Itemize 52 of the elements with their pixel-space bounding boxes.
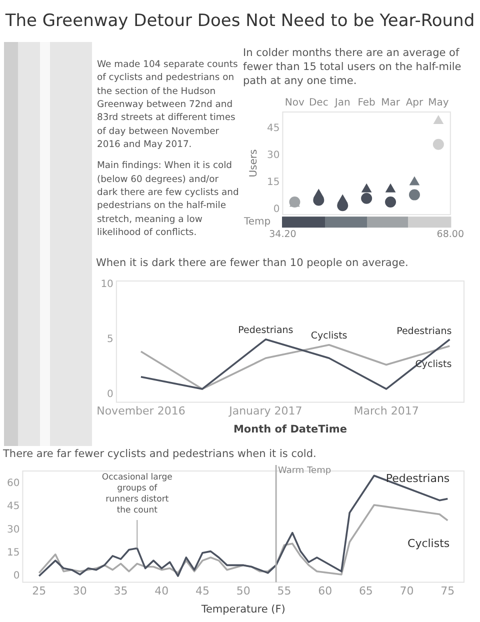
annotation: Cyclists — [310, 330, 348, 342]
x-tick-label: January 2017 — [228, 404, 302, 418]
y-tick-label: 15 — [266, 176, 280, 188]
x-tick-label: 60 — [318, 584, 332, 598]
text: We made 104 separate counts of cyclists and pedestrians on the section of the Hudson Greenway between 72nd and 83rd streets at different times of day between November 2016 and May 2017. — [97, 58, 239, 152]
series-label: Pedestrians — [396, 326, 452, 338]
x-tick-label: May — [428, 98, 449, 109]
annotation: Occasional large groups of runners distort the count — [102, 472, 172, 516]
x-axis-title: Month of DateTime — [233, 423, 347, 436]
series-label: Pedestrians — [386, 472, 450, 486]
color-bar-label: 68.00 — [436, 228, 464, 240]
series-label: Cyclists — [408, 536, 450, 550]
y-tick-label: 60 — [6, 478, 20, 489]
annotation: Pedestrians — [238, 325, 294, 336]
color-bar-label: 34.20 — [269, 228, 296, 240]
x-tick-label: 75 — [440, 584, 455, 598]
x-tick-label: Nov — [284, 98, 305, 109]
y-tick-label: 15 — [6, 547, 20, 558]
x-tick-label: 40 — [154, 584, 169, 598]
x-tick-label: Apr — [406, 98, 424, 109]
y-tick-label: 0 — [107, 389, 114, 400]
y-tick-label: 45 — [6, 501, 20, 512]
x-axis-title: Temperature (F) — [200, 603, 286, 616]
y-axis-title: Users — [248, 149, 260, 178]
chart-title: In colder months there are an average of fewer than 15 total users on the half-mile path at any one time. — [243, 46, 462, 90]
chart-title: When it is dark there are fewer than 10 people on average. — [96, 256, 410, 271]
x-tick-label: 65 — [358, 584, 373, 598]
x-tick-label: 55 — [277, 584, 292, 598]
ref-line-label: Warm Temp — [278, 466, 332, 476]
x-tick-label: Feb — [358, 98, 376, 109]
x-tick-label: 45 — [196, 584, 210, 598]
x-tick-label: Dec — [308, 98, 328, 109]
y-tick-label: 0 — [273, 204, 280, 215]
text: The Greenway Detour Does Not Need to be Year-Round — [4, 10, 476, 33]
x-tick-label: Jan — [334, 98, 350, 109]
y-tick-label: 30 — [266, 150, 280, 161]
chart-title: There are far fewer cyclists and pedestrians when it is cold. — [3, 447, 318, 462]
x-tick-label: 25 — [32, 584, 46, 598]
x-tick-label: 30 — [72, 584, 87, 598]
y-tick-label: 10 — [100, 278, 114, 290]
y-tick-label: 45 — [266, 122, 280, 134]
x-tick-label: Mar — [381, 98, 401, 109]
y-tick-label: 0 — [13, 570, 20, 582]
y-tick-label: 5 — [107, 334, 114, 345]
y-tick-label: 30 — [6, 524, 20, 536]
x-tick-label: 50 — [236, 584, 250, 598]
x-tick-label: 70 — [400, 584, 414, 598]
text: Main findings: When it is cold (below 60 degrees) and/or dark there are few cyclists and pedestrians on the half-mile stretch, meaning a low likelihood of conflicts. — [97, 159, 239, 240]
x-tick-label: March 2017 — [354, 404, 419, 418]
color-bar-title: Temp — [243, 216, 271, 228]
x-tick-label: November 2016 — [96, 404, 186, 418]
x-tick-label: 35 — [114, 584, 128, 598]
